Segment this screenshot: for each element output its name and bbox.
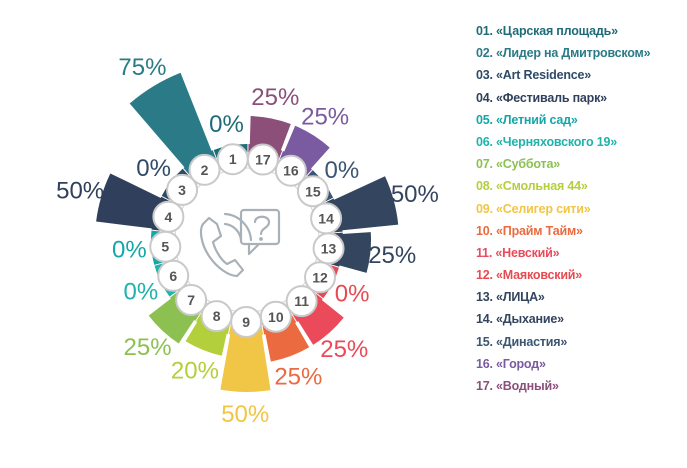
legend-item-16: 16. «Город» xyxy=(476,356,546,371)
legend-item-6: 06. «Черняховского 19» xyxy=(476,134,617,149)
number-badge-text-12: 12 xyxy=(312,269,328,285)
number-badge-10 xyxy=(259,300,292,333)
legend-item-12: 12. «Маяковский» xyxy=(476,268,583,283)
phone-with-question-bubble-icon xyxy=(199,208,281,278)
number-badge-text-5: 5 xyxy=(161,239,169,255)
legend-item-4: 04. «Фестиваль парк» xyxy=(476,90,607,105)
number-badge-text-17: 17 xyxy=(255,152,271,168)
value-label-16: 25% xyxy=(301,104,349,131)
number-badge-15 xyxy=(296,175,329,208)
legend-item-10: 10. «Прайм Тайм» xyxy=(476,223,583,238)
legend: 01. «Царская площадь» 02. «Лидер на Дмитр… xyxy=(476,20,651,397)
value-labels-layer: 0%75%0%50%0%0%25%20%50%25%25%0%25%50%0%2… xyxy=(56,54,439,428)
number-badge-text-14: 14 xyxy=(318,210,334,226)
number-badge-text-7: 7 xyxy=(187,292,195,308)
value-label-6: 0% xyxy=(123,279,158,306)
legend-item-2: 02. «Лидер на Дмитровском» xyxy=(476,46,651,61)
number-badge-7 xyxy=(175,284,208,317)
value-label-10: 25% xyxy=(274,364,322,391)
number-badge-5 xyxy=(149,230,182,263)
number-badge-text-6: 6 xyxy=(169,268,177,284)
legend-item-1: 01. «Царская площадь» xyxy=(476,24,618,38)
number-badge-text-4: 4 xyxy=(164,209,172,225)
legend-item-7: 07. «Суббота» xyxy=(476,157,560,172)
legend-item-17: 17. «Водный» xyxy=(476,379,559,393)
number-badge-text-9: 9 xyxy=(242,314,250,330)
number-badge-text-15: 15 xyxy=(305,183,321,199)
value-label-1: 0% xyxy=(209,111,244,138)
number-badge-text-3: 3 xyxy=(178,182,186,198)
legend-item-15: 15. «Династия» xyxy=(476,334,568,349)
number-badge-6 xyxy=(157,259,190,292)
legend-item-14: 14. «Дыхание» xyxy=(476,312,564,327)
number-badge-12 xyxy=(304,261,337,294)
number-badge-text-13: 13 xyxy=(321,240,337,256)
value-label-13: 25% xyxy=(368,242,416,269)
legend-item-9: 09. «Селигер сити» xyxy=(476,201,591,216)
number-badge-3 xyxy=(166,173,199,206)
legend-item-11: 11. «Невский» xyxy=(476,245,560,260)
number-badge-2 xyxy=(188,153,221,186)
number-badge-text-10: 10 xyxy=(268,309,284,325)
value-label-17: 25% xyxy=(251,84,299,111)
number-badge-text-1: 1 xyxy=(229,151,237,167)
value-label-14: 50% xyxy=(391,181,439,208)
number-badge-text-11: 11 xyxy=(294,293,309,309)
value-label-5: 0% xyxy=(112,237,147,264)
value-label-12: 0% xyxy=(335,281,370,308)
number-badge-text-8: 8 xyxy=(213,308,221,324)
value-label-15: 0% xyxy=(325,157,360,184)
value-label-7: 25% xyxy=(124,334,172,361)
legend-item-5: 05. «Летний сад» xyxy=(476,112,578,127)
number-badge-text-16: 16 xyxy=(283,163,299,179)
legend-item-3: 03. «Art Residence» xyxy=(476,68,592,83)
value-label-11: 25% xyxy=(320,336,368,363)
number-badge-17 xyxy=(246,143,279,176)
value-label-9: 50% xyxy=(221,401,269,428)
number-badge-11 xyxy=(285,285,318,318)
number-badge-14 xyxy=(310,202,343,235)
value-label-4: 50% xyxy=(56,178,104,205)
center-disc xyxy=(169,162,325,318)
legend-item-8: 08. «Смольная 44» xyxy=(476,179,588,194)
legend-item-13: 13. «ЛИЦА» xyxy=(476,290,545,305)
number-badge-16 xyxy=(274,154,307,187)
value-label-2: 75% xyxy=(118,54,166,81)
value-label-3: 0% xyxy=(136,155,171,182)
value-label-8: 20% xyxy=(171,357,219,384)
number-badge-text-2: 2 xyxy=(201,162,209,178)
